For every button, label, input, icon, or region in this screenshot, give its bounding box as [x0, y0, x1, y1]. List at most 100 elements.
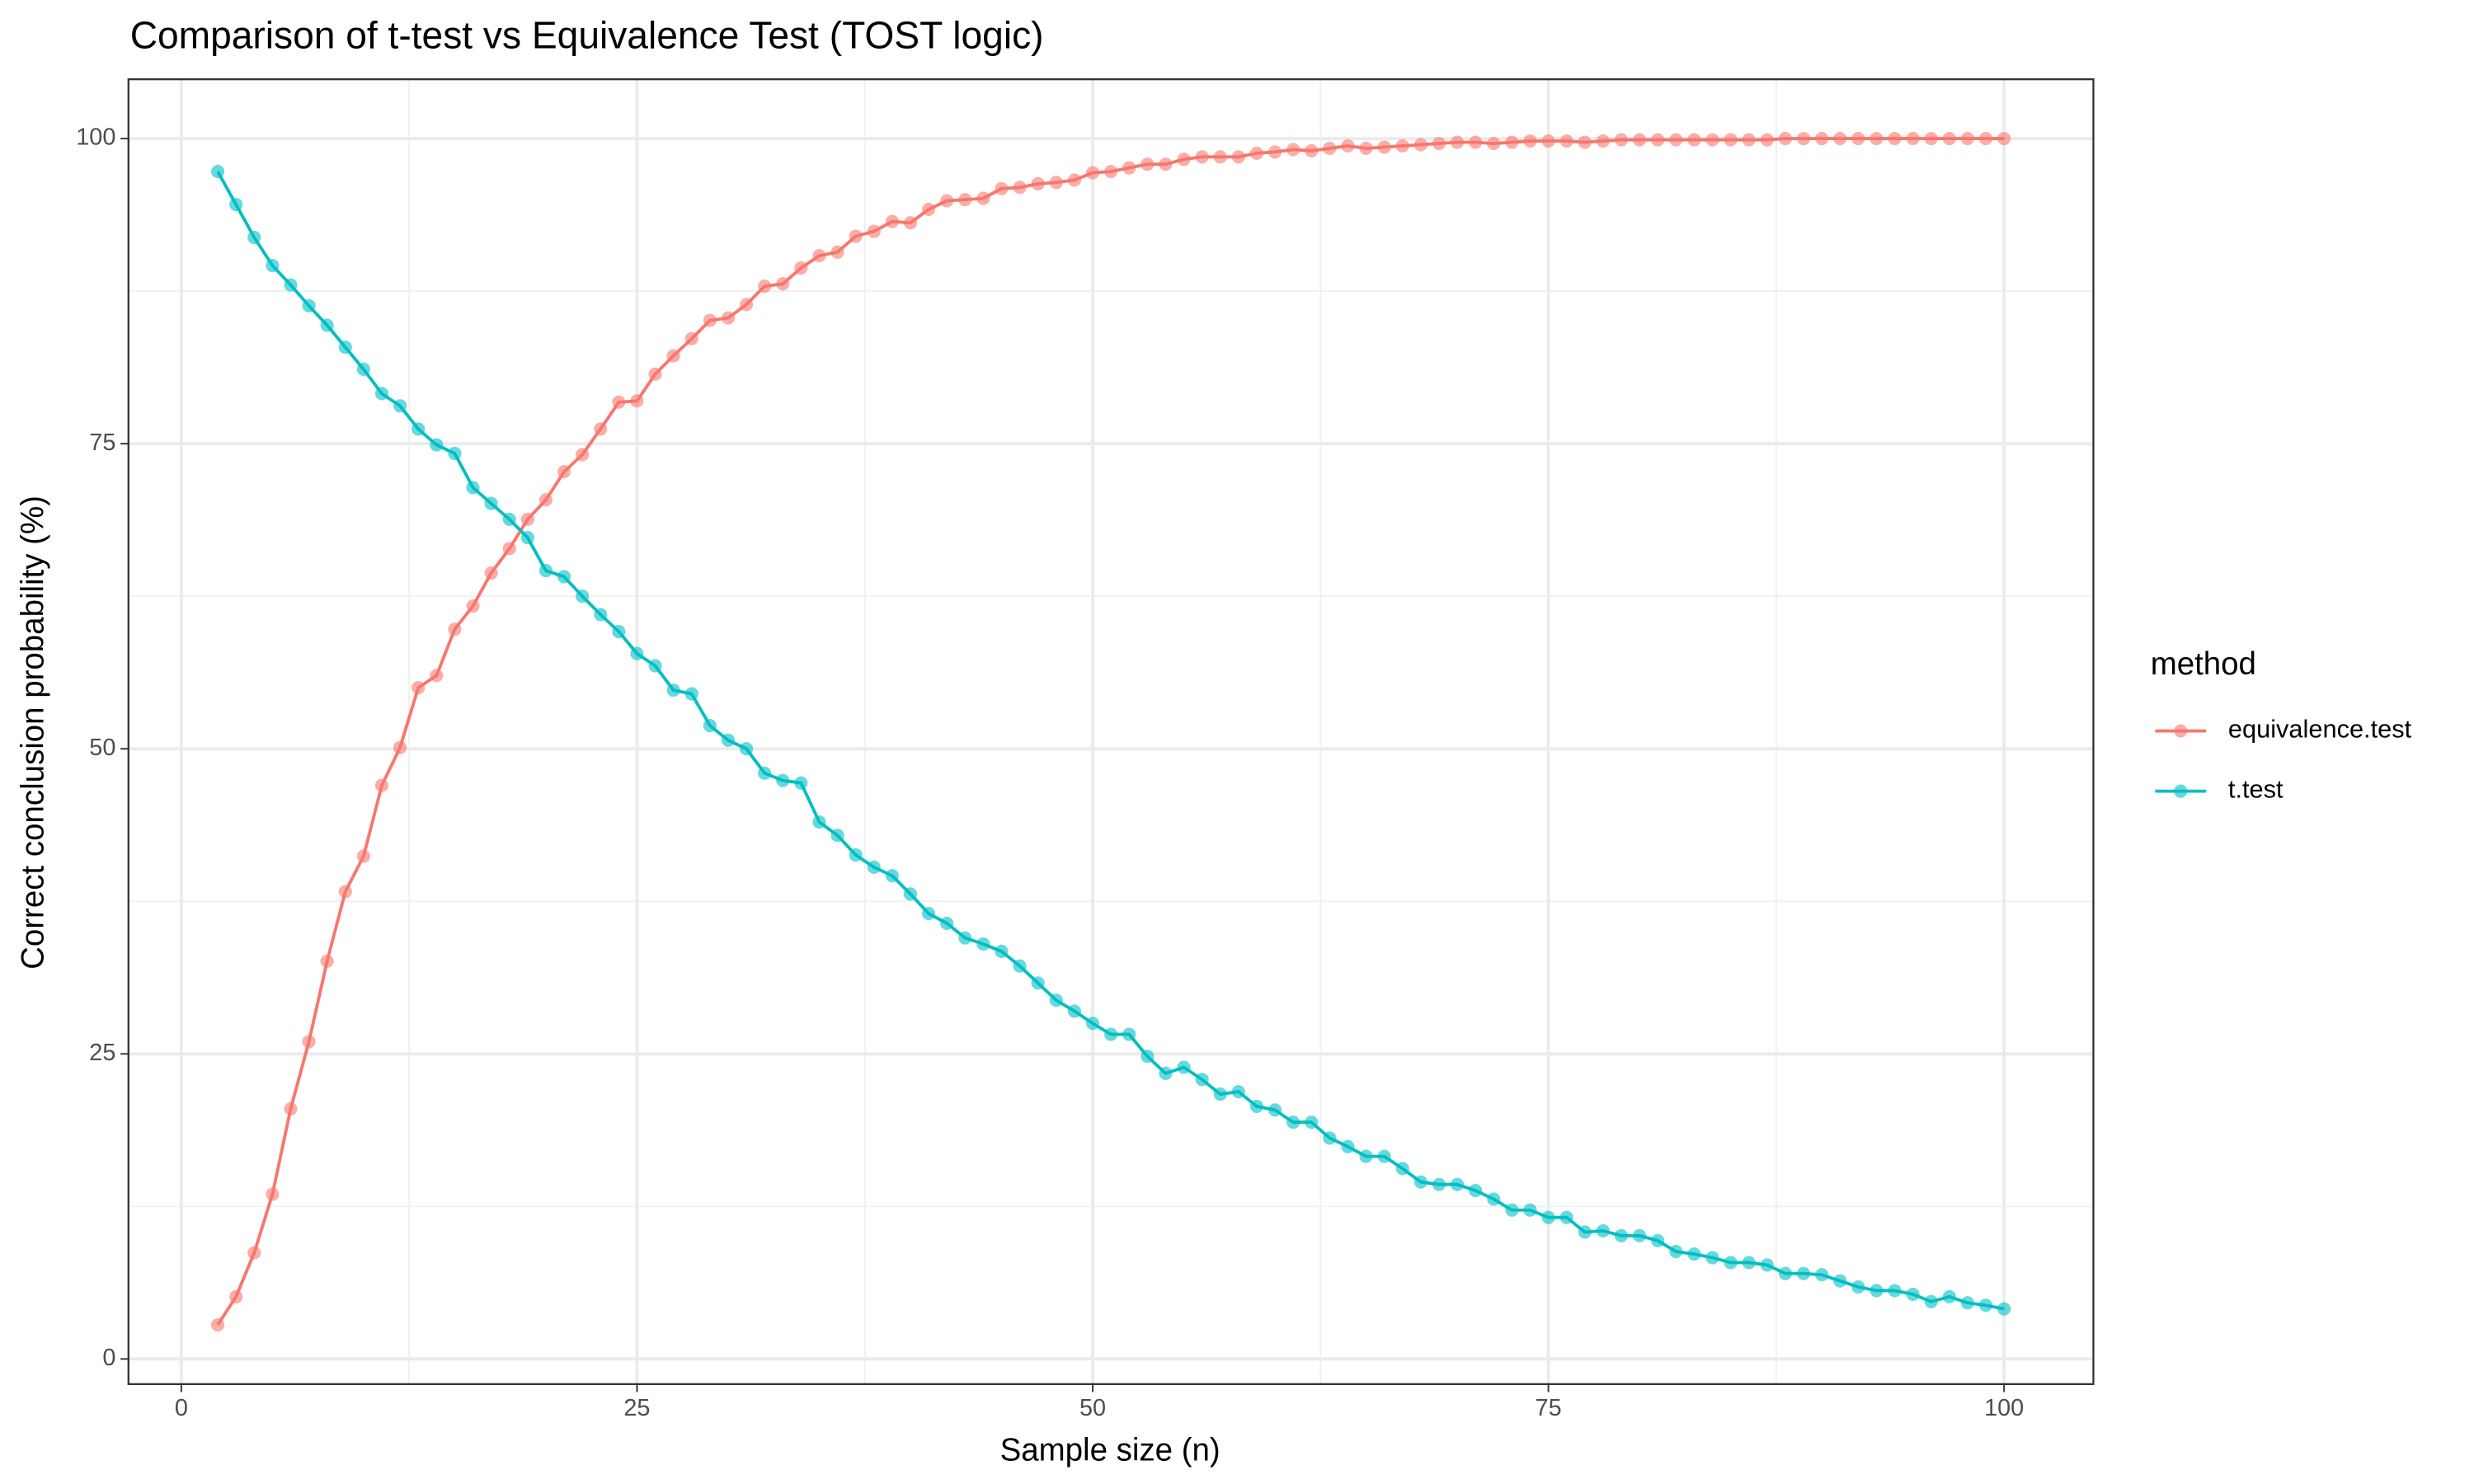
- data-point: [412, 681, 426, 695]
- data-point: [1596, 1223, 1610, 1238]
- data-point: [1469, 135, 1483, 149]
- panel-border: [127, 78, 2095, 1385]
- data-point: [557, 465, 571, 479]
- data-point: [502, 512, 516, 527]
- data-point: [976, 191, 990, 205]
- data-point: [1523, 134, 1537, 148]
- data-point: [520, 531, 534, 545]
- data-point: [612, 395, 626, 409]
- data-point: [266, 258, 280, 273]
- data-point: [320, 318, 334, 332]
- data-point: [374, 778, 389, 792]
- data-point: [648, 659, 662, 673]
- data-point: [776, 773, 790, 787]
- data-point: [448, 622, 462, 636]
- data-point: [1249, 1099, 1264, 1114]
- x-tick-label: 0: [175, 1395, 188, 1421]
- data-point: [1705, 133, 1719, 147]
- data-point: [1213, 150, 1227, 164]
- data-point: [1541, 1210, 1555, 1224]
- data-point: [284, 1101, 298, 1115]
- data-point: [995, 181, 1009, 195]
- data-point: [576, 448, 590, 462]
- data-point: [666, 349, 680, 363]
- data-point: [1377, 1149, 1391, 1163]
- data-point: [1815, 132, 1829, 146]
- data-point: [1633, 1228, 1647, 1242]
- y-tick-label: 75: [89, 430, 115, 456]
- data-point: [1395, 139, 1409, 153]
- data-point: [1541, 134, 1555, 148]
- data-point: [1633, 133, 1647, 147]
- data-point: [976, 937, 990, 951]
- data-point: [794, 261, 808, 275]
- data-point: [1359, 141, 1373, 156]
- data-point: [229, 197, 243, 212]
- data-point: [1760, 1258, 1774, 1272]
- data-point: [721, 733, 736, 747]
- data-point: [448, 446, 462, 461]
- data-point: [1596, 134, 1610, 148]
- data-point: [721, 311, 736, 325]
- data-point: [1705, 1251, 1719, 1265]
- data-point: [229, 1289, 243, 1303]
- data-point: [1413, 1175, 1427, 1189]
- data-point: [1760, 133, 1774, 147]
- data-point: [1778, 132, 1792, 146]
- data-point: [356, 362, 370, 376]
- data-point: [1231, 150, 1245, 164]
- data-point: [1323, 141, 1337, 156]
- data-point: [1122, 1027, 1136, 1041]
- data-point: [520, 512, 534, 527]
- data-point: [630, 394, 644, 408]
- data-point: [1359, 1149, 1373, 1163]
- data-point: [1031, 176, 1045, 190]
- data-point: [940, 916, 954, 930]
- data-point: [885, 214, 899, 228]
- data-point: [1870, 1284, 1884, 1298]
- data-point: [1997, 1302, 2011, 1316]
- data-point: [1195, 1073, 1209, 1087]
- data-point: [1851, 132, 1865, 146]
- data-point: [338, 885, 352, 899]
- data-point: [1159, 157, 1173, 171]
- data-point: [812, 249, 826, 263]
- data-point: [849, 229, 863, 243]
- data-point: [758, 279, 772, 294]
- data-point: [466, 481, 480, 495]
- data-point: [1978, 1298, 1993, 1313]
- data-point: [1796, 132, 1811, 146]
- data-point: [1559, 1210, 1573, 1224]
- x-tick-label: 25: [623, 1395, 650, 1421]
- data-point: [1213, 1087, 1227, 1101]
- data-point: [1231, 1085, 1245, 1099]
- data-point: [703, 719, 717, 733]
- data-point: [1942, 132, 1956, 146]
- legend-key-point: [2174, 724, 2188, 738]
- data-point: [374, 387, 389, 401]
- data-point: [903, 216, 918, 230]
- data-point: [594, 608, 608, 622]
- data-point: [1978, 132, 1993, 146]
- data-point: [1013, 959, 1027, 973]
- x-tick-label: 50: [1079, 1395, 1106, 1421]
- data-point: [594, 422, 608, 436]
- data-point: [1870, 132, 1884, 146]
- data-point: [1432, 1177, 1446, 1191]
- data-point: [1997, 132, 2011, 146]
- data-point: [1559, 134, 1573, 148]
- data-point: [739, 742, 754, 756]
- data-point: [885, 869, 899, 883]
- data-point: [1067, 173, 1081, 187]
- data-point: [1578, 1225, 1592, 1239]
- legend-label: t.test: [2228, 775, 2284, 804]
- y-tick-label: 50: [89, 735, 115, 761]
- data-point: [940, 194, 954, 208]
- data-point: [1724, 1256, 1738, 1270]
- data-point: [1268, 145, 1282, 159]
- data-point: [247, 1246, 261, 1260]
- data-point: [1286, 1115, 1300, 1129]
- data-point: [1651, 133, 1665, 147]
